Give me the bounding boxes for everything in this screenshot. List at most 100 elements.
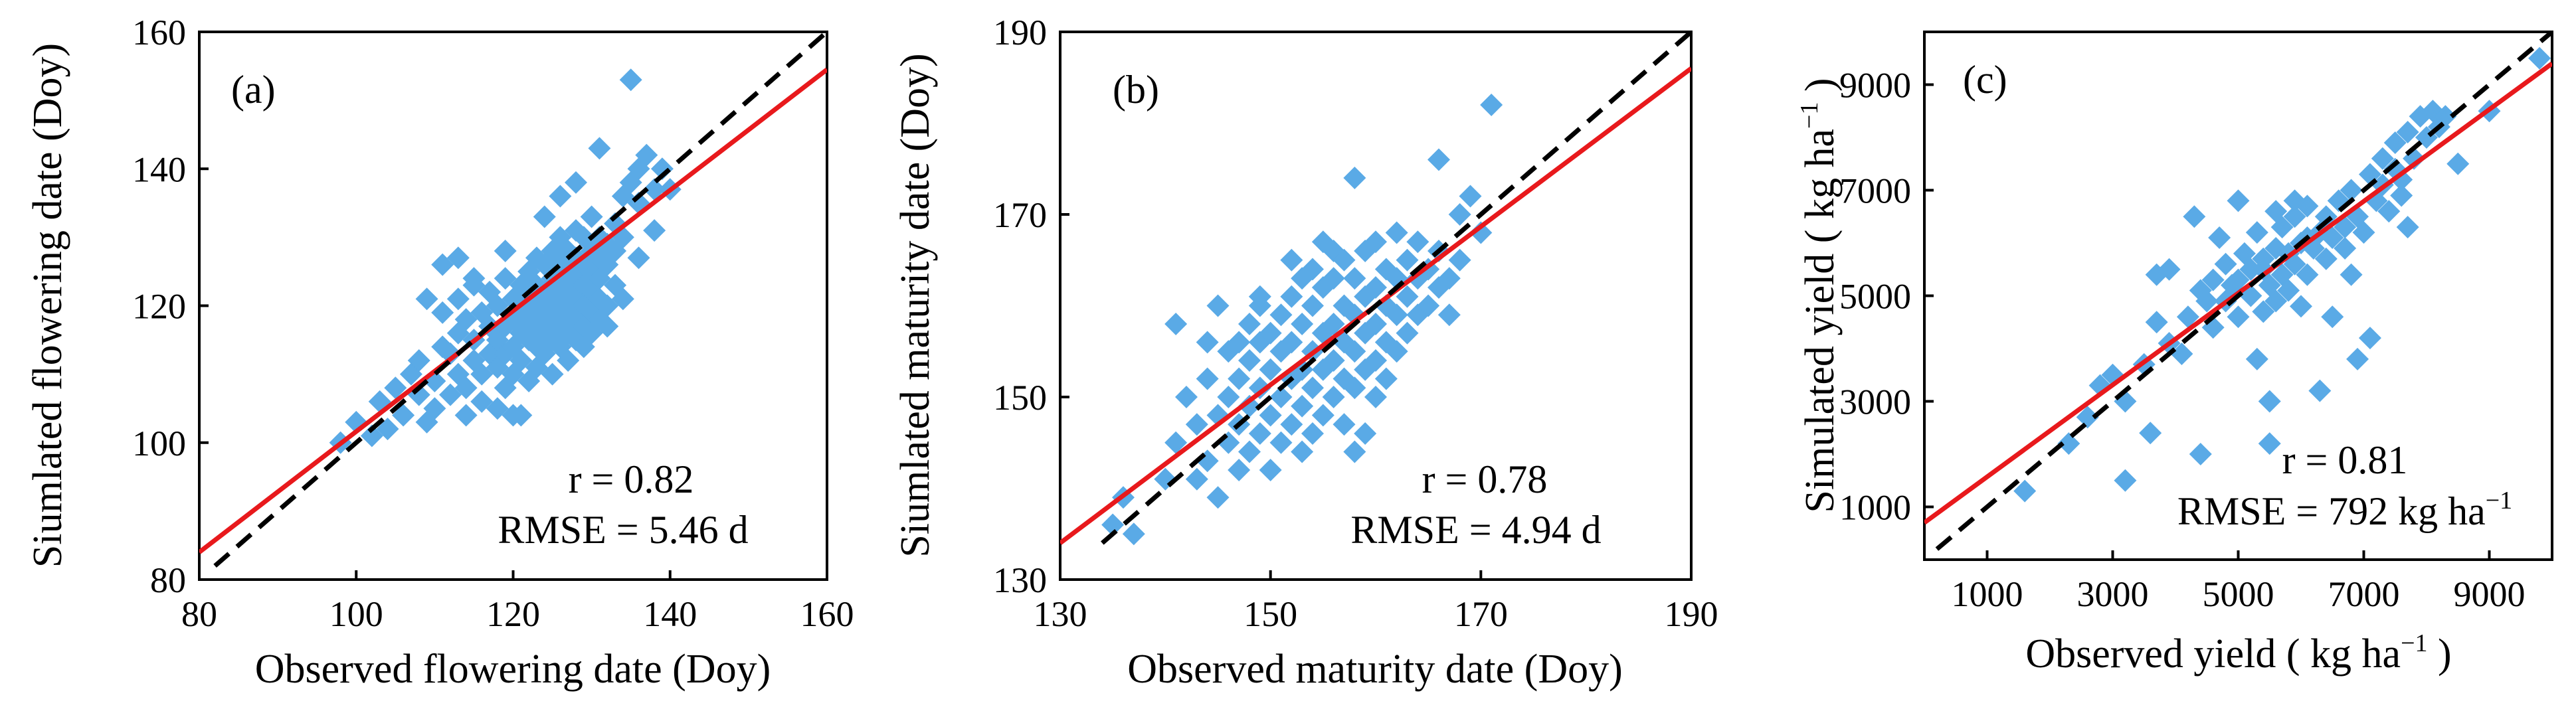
data-point <box>1396 285 1419 308</box>
data-point <box>2277 279 2300 302</box>
data-point <box>2170 342 2193 365</box>
data-point <box>1343 167 1366 189</box>
panel-c: 1000 3000 5000 7000 9000 1000 3000 5000 7000 9000… <box>1795 31 2553 677</box>
y-axis-title: Simulated yield ( kg ha−1 ) <box>1795 78 1843 513</box>
x-tick-label: 3000 <box>2077 574 2149 614</box>
y-tick-label: 130 <box>993 560 1047 600</box>
data-point <box>1101 513 1125 536</box>
data-point <box>1343 440 1366 463</box>
data-point <box>2264 289 2288 313</box>
data-point <box>1291 394 1314 418</box>
one-to-one-line <box>1935 32 2552 551</box>
rmse-value: RMSE = 4.94 d <box>1350 508 1601 552</box>
data-point <box>1206 486 1230 509</box>
data-point <box>1196 331 1219 354</box>
scatter-points <box>1060 32 1691 546</box>
data-point <box>423 397 446 420</box>
data-point <box>2158 258 2181 281</box>
x-tick-label: 190 <box>1665 594 1718 634</box>
data-point <box>2195 289 2219 313</box>
x-axis-title: Observed flowering date (Doy) <box>255 647 771 692</box>
data-point <box>1343 267 1366 290</box>
data-point <box>2334 236 2357 260</box>
x-tick-label: 140 <box>643 594 697 634</box>
data-point <box>1217 386 1240 408</box>
data-point <box>1280 285 1303 308</box>
x-tick-label: 80 <box>181 594 217 634</box>
x-tick-label: 170 <box>1454 594 1508 634</box>
data-point <box>1311 230 1334 254</box>
data-point <box>611 287 634 311</box>
data-point <box>1448 203 1471 226</box>
data-point <box>1333 413 1356 436</box>
r-value: r = 0.81 <box>2282 438 2408 482</box>
data-point <box>1164 313 1188 335</box>
data-point <box>541 362 564 386</box>
data-point <box>650 157 674 181</box>
data-point <box>1322 349 1345 372</box>
data-point <box>1122 522 1145 546</box>
data-point <box>1437 267 1461 290</box>
data-point <box>2214 252 2237 276</box>
axis-ticks: 130 150 170 190 130 150 170 190 <box>993 13 1718 634</box>
data-point <box>1238 313 1261 335</box>
panel-b: 130 150 170 190 130 150 170 190 (b) r = 0.78 RM… <box>893 13 1718 692</box>
data-point <box>2227 305 2250 329</box>
x-tick-label: 5000 <box>2203 574 2274 614</box>
data-point <box>415 287 438 311</box>
data-point <box>1364 386 1387 408</box>
data-point <box>1374 367 1398 390</box>
data-point <box>454 376 478 400</box>
data-point <box>2358 327 2381 350</box>
data-point <box>1280 413 1303 436</box>
data-point <box>2245 221 2268 244</box>
panel-label: (b) <box>1113 68 1159 112</box>
data-point <box>1311 404 1334 427</box>
data-point <box>1417 294 1440 317</box>
data-point <box>2528 46 2551 70</box>
data-point <box>2321 305 2344 329</box>
data-point <box>1427 148 1450 171</box>
data-point <box>533 205 556 228</box>
scatter-points <box>1924 32 2552 551</box>
data-point <box>549 185 572 208</box>
data-point <box>1196 367 1219 390</box>
data-point <box>1343 340 1366 363</box>
data-point <box>2013 479 2037 503</box>
data-point <box>1269 431 1293 454</box>
x-tick-label: 7000 <box>2328 574 2400 614</box>
data-point <box>2057 432 2080 455</box>
data-point <box>1248 285 1271 308</box>
data-point <box>1206 294 1230 317</box>
rmse-value: RMSE = 5.46 d <box>498 508 748 552</box>
data-point <box>2340 179 2363 202</box>
data-point <box>2283 189 2306 212</box>
data-point <box>1238 394 1261 418</box>
y-tick-label: 150 <box>993 378 1047 418</box>
data-point <box>1175 386 1198 408</box>
data-point <box>2383 131 2407 154</box>
data-point <box>1301 258 1324 281</box>
data-point <box>1364 276 1387 299</box>
fit-line <box>199 67 827 554</box>
data-point <box>2208 226 2231 250</box>
data-point <box>2383 157 2407 181</box>
data-point <box>2396 121 2419 144</box>
y-tick-label: 3000 <box>1839 382 1911 422</box>
data-point <box>2176 305 2199 329</box>
data-point <box>2290 295 2312 318</box>
data-point <box>2245 347 2268 370</box>
x-tick-label: 130 <box>1034 594 1087 634</box>
data-point <box>2434 105 2457 128</box>
data-point <box>1364 230 1387 254</box>
data-point <box>1437 303 1461 327</box>
x-tick-label: 1000 <box>1952 574 2023 614</box>
x-axis-title: Observed yield ( kg ha−1 ) <box>2025 629 2451 677</box>
data-point <box>1291 440 1314 463</box>
data-point <box>1385 340 1408 363</box>
data-point <box>2308 379 2332 402</box>
data-point <box>2183 205 2206 228</box>
data-point <box>1406 230 1429 254</box>
data-point <box>2390 184 2413 207</box>
